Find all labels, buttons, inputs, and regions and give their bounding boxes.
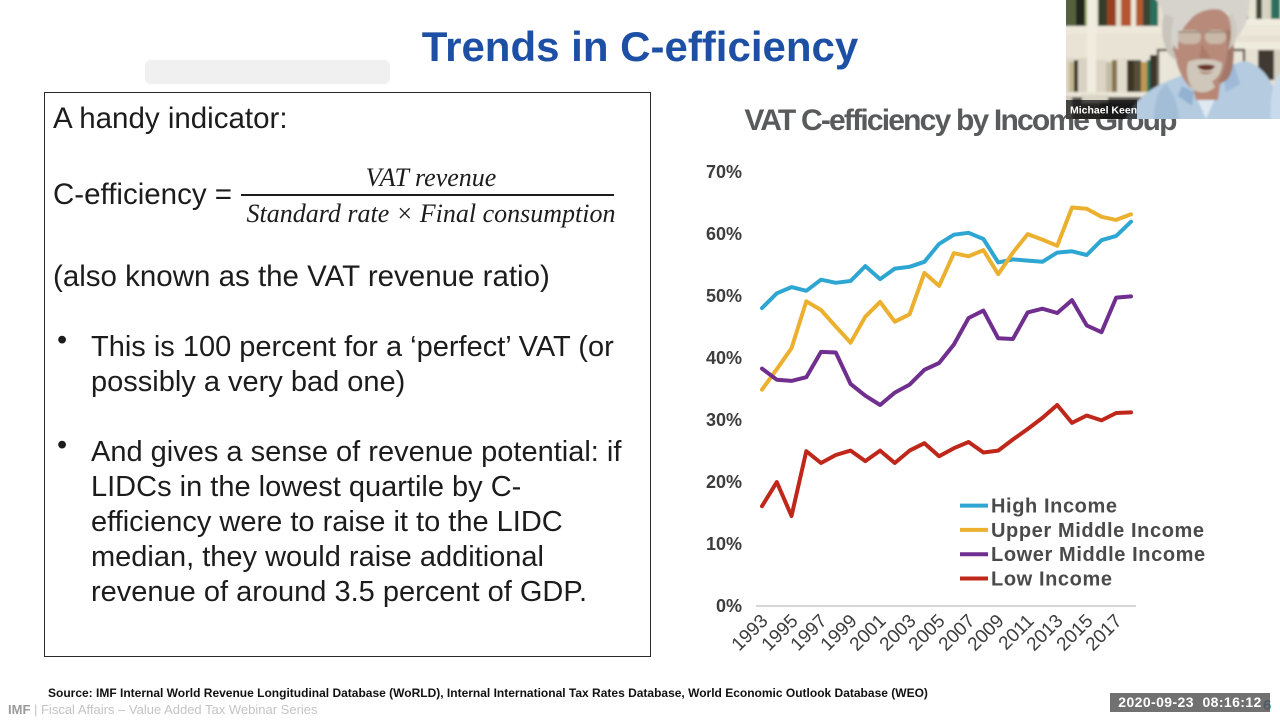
svg-text:30%: 30% xyxy=(706,410,742,430)
svg-text:50%: 50% xyxy=(706,286,742,306)
svg-text:Low Income: Low Income xyxy=(991,569,1113,591)
svg-text:Upper Middle Income: Upper Middle Income xyxy=(991,520,1205,542)
svg-text:60%: 60% xyxy=(706,224,742,244)
svg-text:20%: 20% xyxy=(706,472,742,492)
svg-text:Michael Keen: Michael Keen xyxy=(1070,105,1137,117)
svg-text:10%: 10% xyxy=(706,534,742,554)
svg-text:70%: 70% xyxy=(706,162,742,182)
svg-text:Lower Middle Income: Lower Middle Income xyxy=(991,544,1206,566)
svg-text:High Income: High Income xyxy=(991,496,1118,518)
svg-text:0%: 0% xyxy=(716,596,742,616)
svg-text:40%: 40% xyxy=(706,348,742,368)
